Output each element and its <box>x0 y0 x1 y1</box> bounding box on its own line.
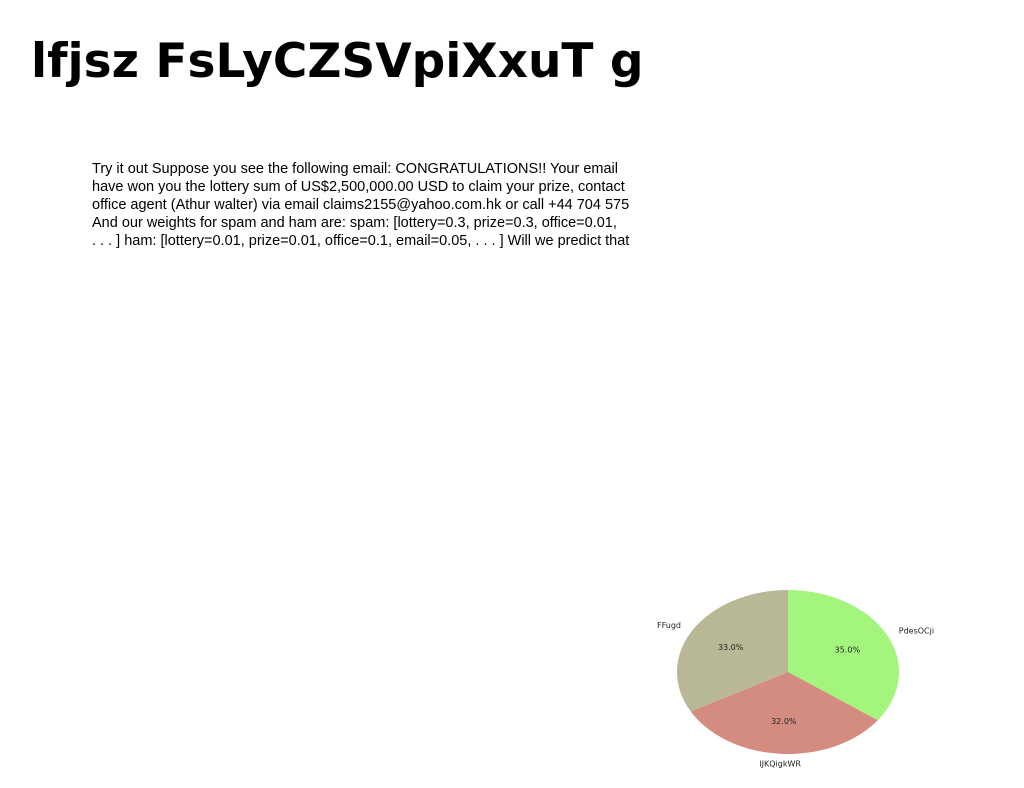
body-line: Try it out Suppose you see the following… <box>92 161 618 177</box>
pie-category-label: PdesOCji <box>899 626 934 635</box>
pie-slice-FFugd <box>677 590 788 712</box>
pie-slice-PdesOCji <box>788 590 899 721</box>
pie-category-label: FFugd <box>657 621 681 630</box>
pie-category-label: lJKQigkWR <box>759 760 801 769</box>
pie-pct-label: 35.0% <box>835 646 861 655</box>
body-line: have won you the lottery sum of US$2,500… <box>92 179 625 195</box>
pie-pct-label: 33.0% <box>718 643 744 652</box>
page-title: lfjsz FsLyCZSVpiXxuT g <box>31 34 644 89</box>
body-line: And our weights for spam and ham are: sp… <box>92 215 617 231</box>
pie-slices <box>677 590 899 754</box>
pie-slice-lJKQigkWR <box>690 672 878 754</box>
pie-chart: 35.0% PdesOCji 32.0% lJKQigkWR 33.0% FFugd <box>657 590 934 769</box>
body-line: office agent (Athur walter) via email cl… <box>92 197 630 213</box>
body-line: . . . ] ham: [lottery=0.01, prize=0.01, … <box>92 233 630 249</box>
pie-pct-label: 32.0% <box>771 717 797 726</box>
body-paragraph: Try it out Suppose you see the following… <box>92 160 629 250</box>
pie-labels: 35.0% PdesOCji 32.0% lJKQigkWR 33.0% FFugd <box>657 621 934 768</box>
